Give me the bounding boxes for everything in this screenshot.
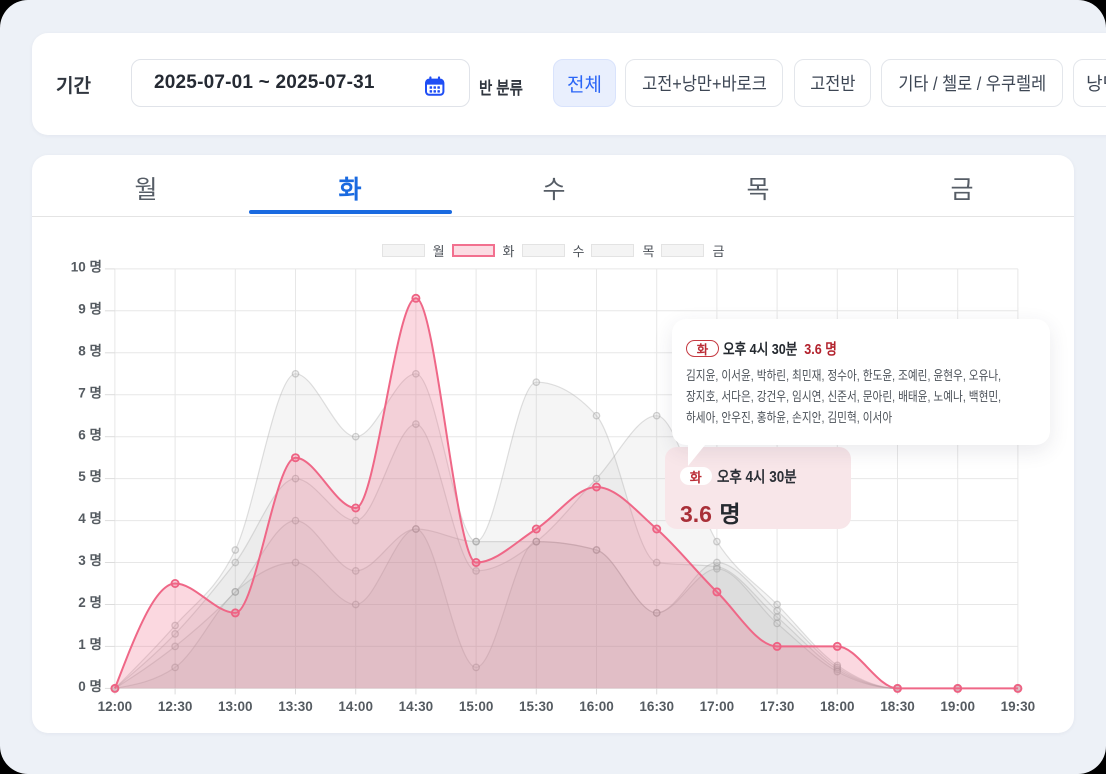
svg-text:7 명: 7 명 [78, 384, 102, 400]
svg-text:13:30: 13:30 [278, 699, 313, 714]
svg-text:12:30: 12:30 [158, 699, 193, 714]
svg-text:15:00: 15:00 [459, 699, 494, 714]
svg-text:17:00: 17:00 [700, 699, 735, 714]
svg-text:16:30: 16:30 [639, 699, 674, 714]
svg-text:9 명: 9 명 [78, 300, 102, 316]
svg-text:13:00: 13:00 [218, 699, 253, 714]
svg-text:4 명: 4 명 [78, 510, 102, 526]
svg-text:3 명: 3 명 [78, 552, 102, 568]
svg-text:18:30: 18:30 [880, 699, 915, 714]
svg-text:16:00: 16:00 [579, 699, 614, 714]
svg-text:12:00: 12:00 [98, 699, 133, 714]
svg-text:5 명: 5 명 [78, 468, 102, 484]
svg-text:15:30: 15:30 [519, 699, 554, 714]
svg-text:19:00: 19:00 [940, 699, 975, 714]
svg-text:18:00: 18:00 [820, 699, 855, 714]
svg-text:8 명: 8 명 [78, 342, 102, 358]
svg-text:17:30: 17:30 [760, 699, 795, 714]
svg-text:19:30: 19:30 [1001, 699, 1036, 714]
svg-text:2 명: 2 명 [78, 594, 102, 610]
svg-text:6 명: 6 명 [78, 426, 102, 442]
svg-text:0 명: 0 명 [78, 678, 102, 694]
svg-text:14:30: 14:30 [399, 699, 434, 714]
svg-text:10 명: 10 명 [71, 258, 102, 274]
svg-text:14:00: 14:00 [338, 699, 373, 714]
svg-text:1 명: 1 명 [78, 636, 102, 652]
